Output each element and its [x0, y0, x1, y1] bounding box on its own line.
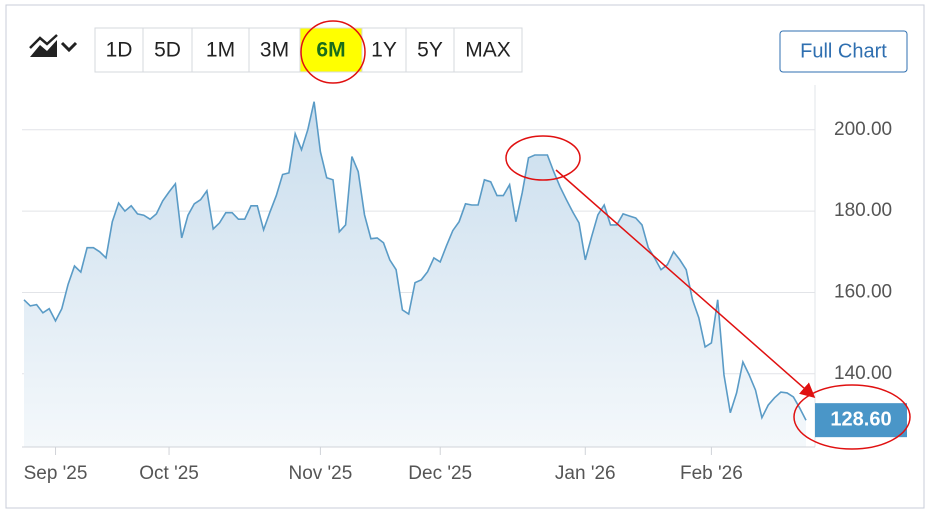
x-tick-label: Sep '25	[24, 463, 88, 484]
range-button[interactable]: 6M	[299, 27, 363, 73]
button-bg	[94, 27, 144, 73]
x-tick-label: Feb '26	[680, 463, 743, 484]
highlight-ellipse	[793, 384, 911, 450]
x-tick-label: Dec '25	[408, 463, 472, 484]
y-tick-label: 180.00	[834, 200, 892, 221]
y-tick-label: 140.00	[834, 363, 892, 384]
x-tick-label: Jan '26	[555, 463, 616, 484]
trend-arrow	[555, 169, 816, 398]
button-bg	[779, 30, 908, 73]
last-price-label: 128.60	[830, 408, 891, 430]
annotations	[300, 20, 911, 450]
y-tick-label: 160.00	[834, 281, 892, 302]
plot: 140.00 160.00 180.00 200.00 Sep '25 Oct '25 No…	[22, 85, 907, 484]
range-button[interactable]: 5Y	[405, 27, 455, 73]
button-label: 3M	[260, 39, 289, 62]
button-bg	[453, 27, 523, 73]
range-button[interactable]: 1M	[191, 27, 250, 73]
y-tick-label: 200.00	[834, 119, 892, 140]
full-chart-button[interactable]: Full Chart	[779, 30, 908, 73]
button-label: 1D	[106, 39, 133, 62]
button-label: 5Y	[417, 39, 443, 62]
last-price-badge	[815, 403, 907, 438]
area	[24, 101, 806, 447]
highlight-ellipse	[300, 20, 366, 84]
button-label: 5D	[154, 39, 181, 62]
price-line	[23, 101, 807, 421]
toolbar: 1D 5D 1M 3M 6M 1Y 5Y MAX Full Chart	[29, 27, 908, 73]
button-label: Full Chart	[800, 40, 887, 62]
button-label: 1M	[206, 39, 235, 62]
range-button[interactable]: MAX	[453, 27, 523, 73]
range-button[interactable]: 1Y	[361, 27, 407, 73]
range-button[interactable]: 3M	[248, 27, 301, 73]
x-tick-label: Nov '25	[288, 463, 352, 484]
button-bg	[142, 27, 193, 73]
range-button[interactable]: 5D	[142, 27, 193, 73]
button-label: MAX	[465, 39, 511, 62]
button-label: 1Y	[371, 39, 397, 62]
x-tick-label: Oct '25	[139, 463, 199, 484]
highlight-ellipse	[505, 135, 581, 181]
range-button[interactable]: 1D	[94, 27, 144, 73]
chart-type-icon[interactable]	[29, 34, 78, 57]
button-label: 6M	[316, 39, 345, 62]
